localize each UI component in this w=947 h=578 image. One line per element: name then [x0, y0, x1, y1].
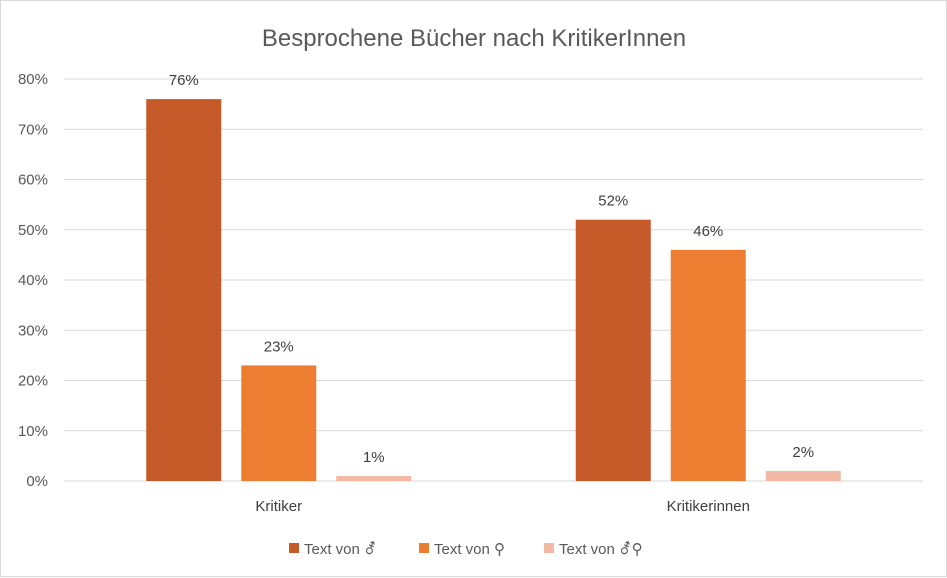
chart-title: Besprochene Bücher nach KritikerInnen [262, 25, 686, 52]
bar [575, 219, 651, 481]
y-tick-label: 30% [18, 322, 48, 339]
category-label: Kritiker [255, 498, 302, 515]
data-label: 46% [693, 223, 723, 240]
category-label: Kritikerinnen [667, 498, 750, 515]
y-tick-label: 80% [18, 71, 48, 88]
bar [336, 475, 412, 481]
legend-label: Text von ⚦⚲ [559, 540, 643, 558]
legend-label: Text von ⚲ [434, 541, 505, 558]
category-labels: Kritiker Kritikerinnen [255, 498, 750, 515]
bar-layer [146, 99, 841, 481]
bar [146, 99, 222, 481]
bar [765, 470, 841, 481]
legend-swatch [419, 543, 429, 553]
y-tick-label: 50% [18, 222, 48, 239]
y-tick-label: 60% [18, 172, 48, 189]
data-label: 23% [264, 338, 294, 355]
data-label: 52% [598, 193, 628, 210]
legend-swatch [544, 543, 554, 553]
data-label: 76% [169, 72, 199, 89]
y-tick-label: 40% [18, 272, 48, 289]
y-tick-label: 70% [18, 121, 48, 138]
legend-swatch [289, 543, 299, 553]
y-tick-label: 10% [18, 423, 48, 440]
bar [241, 365, 317, 481]
y-tick-label: 0% [26, 473, 48, 490]
data-label: 1% [363, 449, 385, 466]
legend: Text von ⚦ Text von ⚲ Text von ⚦⚲ [289, 540, 643, 558]
data-label-layer: 76% 23% 1% 52% 46% 2% [169, 72, 814, 466]
legend-label: Text von ⚦ [304, 540, 377, 558]
bar [670, 249, 746, 481]
data-label: 2% [792, 444, 814, 461]
y-tick-label: 20% [18, 373, 48, 390]
y-axis-ticks: 0% 10% 20% 30% 40% 50% 60% 70% 80% [18, 71, 48, 490]
